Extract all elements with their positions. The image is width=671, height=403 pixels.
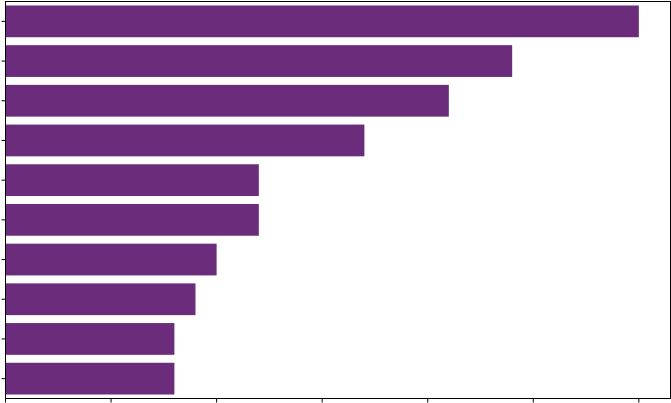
bar xyxy=(5,45,513,77)
bar xyxy=(5,124,365,157)
x-ticks-group xyxy=(5,398,640,403)
bar xyxy=(5,283,196,316)
bar xyxy=(5,84,449,117)
bar xyxy=(5,164,259,197)
bars-group xyxy=(5,5,639,395)
bar xyxy=(5,323,175,355)
bar xyxy=(5,362,175,395)
bar xyxy=(5,243,217,276)
bar xyxy=(5,5,639,38)
bar xyxy=(5,203,259,236)
y-ticks-group xyxy=(1,20,6,380)
